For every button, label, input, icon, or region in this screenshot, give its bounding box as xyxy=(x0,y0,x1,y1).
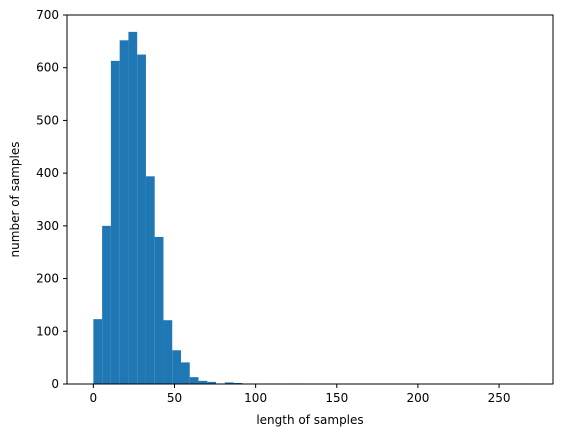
x-tick-label: 250 xyxy=(488,391,511,405)
histogram-bar xyxy=(180,362,190,384)
y-tick-label: 100 xyxy=(36,324,59,338)
y-tick-label: 300 xyxy=(36,219,59,233)
y-tick-label: 500 xyxy=(36,113,59,127)
histogram-bar xyxy=(233,382,243,384)
y-tick-label: 700 xyxy=(36,8,59,22)
x-axis-label: length of samples xyxy=(256,413,363,427)
histogram-bar xyxy=(154,236,164,384)
plot-frame xyxy=(66,14,554,385)
x-tick-label: 100 xyxy=(244,391,267,405)
histogram-bar xyxy=(137,54,146,384)
ticks-group: 0 50 100 150 200 250 0 100 200 300 400 500 600 700 xyxy=(36,8,510,405)
histogram-bar xyxy=(93,319,103,384)
histogram-bar xyxy=(102,225,111,384)
histogram-bar xyxy=(119,40,129,385)
x-tick-label: 200 xyxy=(406,391,429,405)
x-tick-label: 50 xyxy=(167,391,182,405)
x-tick-label: 0 xyxy=(90,391,98,405)
y-tick-label: 400 xyxy=(36,166,59,180)
y-tick-label: 200 xyxy=(36,272,59,286)
y-tick-label: 0 xyxy=(51,377,59,391)
y-tick-label: 600 xyxy=(36,61,59,75)
x-tick-label: 150 xyxy=(325,391,348,405)
histogram-bar xyxy=(163,320,173,384)
histogram-bar xyxy=(224,382,234,384)
histogram-bar xyxy=(189,377,199,384)
histogram-bar xyxy=(110,60,120,385)
histogram-bar xyxy=(172,350,181,384)
histogram-bar xyxy=(207,381,217,384)
y-axis-label: number of samples xyxy=(8,142,22,258)
bars-group xyxy=(93,31,532,385)
histogram-bar xyxy=(128,31,138,385)
histogram-bar xyxy=(145,176,155,384)
histogram-bar xyxy=(198,380,208,384)
